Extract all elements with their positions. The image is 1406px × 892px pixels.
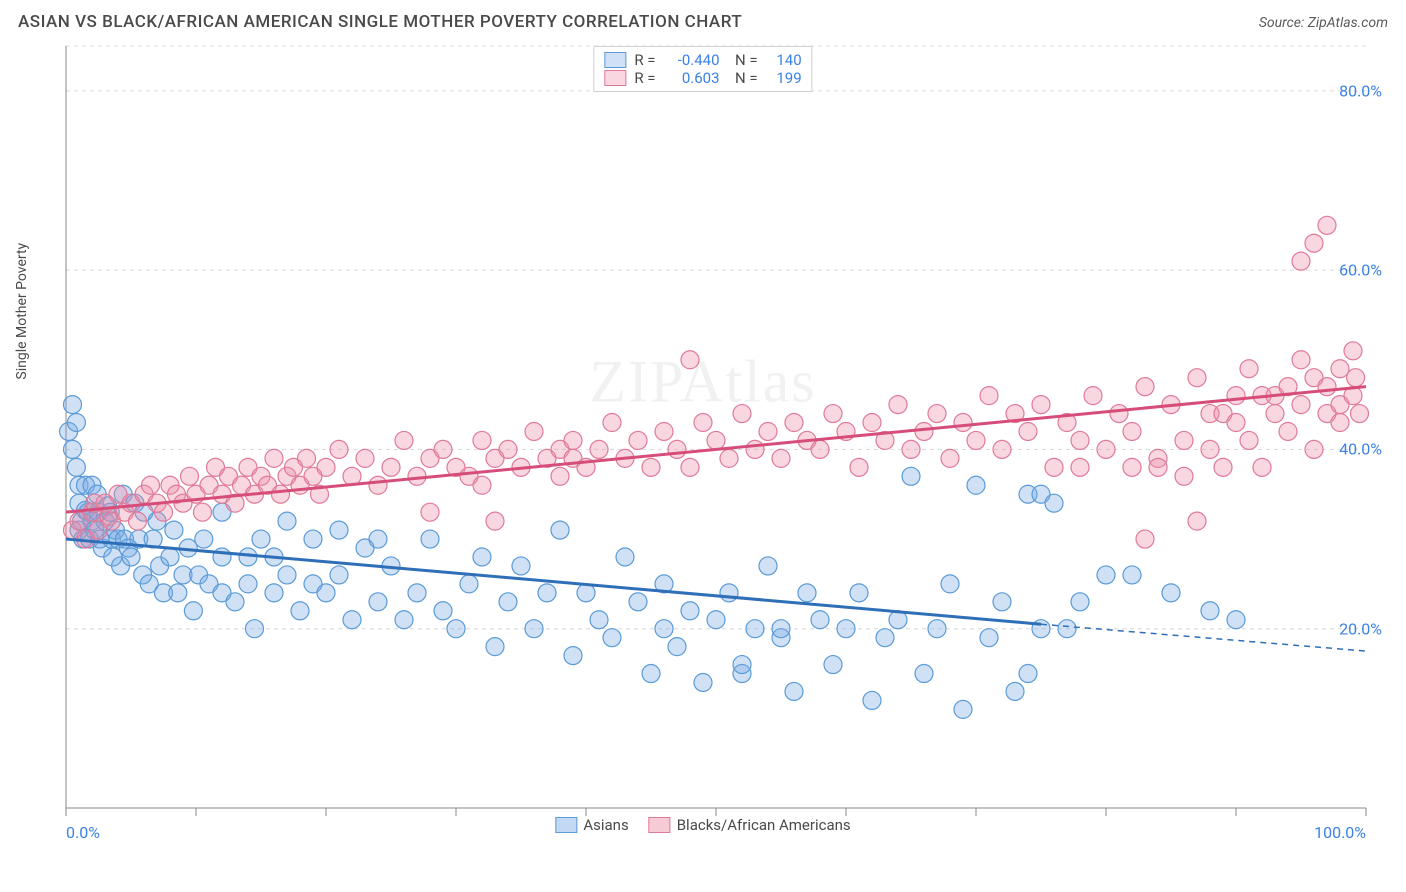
legend-swatch <box>649 817 671 833</box>
scatter-chart <box>18 38 1388 858</box>
legend-label: Asians <box>583 816 628 834</box>
y-tick-label: 20.0% <box>1339 619 1382 638</box>
y-axis-title: Single Mother Poverty <box>14 243 30 380</box>
stat-r-value: 0.603 <box>664 69 720 87</box>
legend-item: Asians <box>555 816 628 834</box>
stat-r-label: R = <box>634 51 655 69</box>
legend-stats: R = -0.440 N = 140 R = 0.603 N = 199 <box>593 46 812 92</box>
source-label: Source: ZipAtlas.com <box>1259 15 1388 31</box>
legend-swatch <box>604 52 626 68</box>
legend-label: Blacks/African Americans <box>677 816 851 834</box>
stat-n-value: 199 <box>766 69 802 87</box>
stat-n-label: N = <box>728 69 758 87</box>
legend-swatch <box>604 70 626 86</box>
x-tick-label: 0.0% <box>66 823 100 842</box>
legend-swatch <box>555 817 577 833</box>
stat-r-label: R = <box>634 69 655 87</box>
y-tick-label: 60.0% <box>1339 261 1382 280</box>
y-tick-label: 40.0% <box>1339 440 1382 459</box>
legend-stat-row: R = 0.603 N = 199 <box>604 69 801 87</box>
stat-n-label: N = <box>728 51 758 69</box>
chart-title: ASIAN VS BLACK/AFRICAN AMERICAN SINGLE M… <box>18 12 742 32</box>
stat-r-value: -0.440 <box>664 51 720 69</box>
legend-item: Blacks/African Americans <box>649 816 851 834</box>
legend-stat-row: R = -0.440 N = 140 <box>604 51 801 69</box>
x-tick-label: 100.0% <box>1314 823 1366 842</box>
legend-series: Asians Blacks/African Americans <box>555 816 850 834</box>
stat-n-value: 140 <box>766 51 802 69</box>
chart-container: Single Mother Poverty ZIPAtlas R =-0.440… <box>18 38 1388 858</box>
y-tick-label: 80.0% <box>1339 81 1382 100</box>
